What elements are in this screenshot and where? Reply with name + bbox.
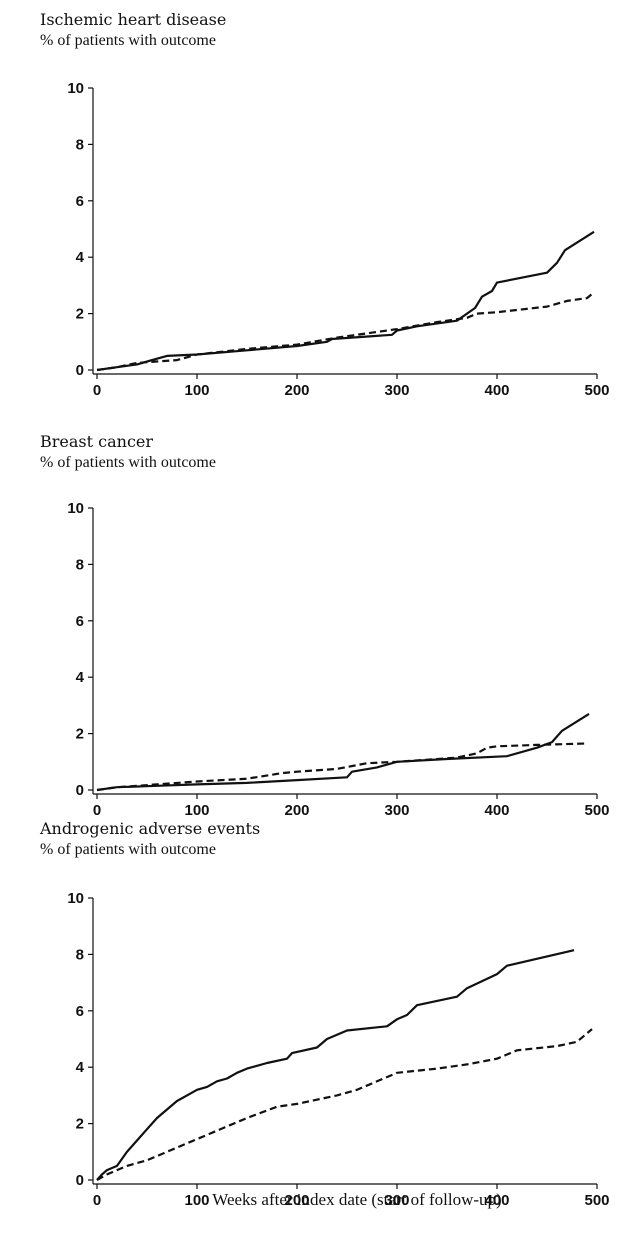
- x-tick-label: 500: [584, 1192, 609, 1209]
- panel-2-title: Breast cancer: [40, 432, 154, 451]
- x-tick-label: 200: [284, 382, 309, 399]
- y-tick-label: 10: [67, 890, 84, 907]
- y-tick-label: 4: [76, 1059, 85, 1076]
- y-tick-label: 0: [76, 362, 84, 379]
- x-tick-label: 300: [384, 802, 409, 819]
- y-tick-label: 6: [76, 193, 84, 210]
- y-tick-label: 8: [76, 136, 84, 153]
- panel-3-ylabel: % of patients with outcome: [40, 841, 216, 858]
- x-tick-label: 200: [284, 1192, 309, 1209]
- y-tick-label: 10: [67, 500, 84, 517]
- solid-series-line: [96, 712, 590, 792]
- x-tick-label: 0: [93, 382, 101, 399]
- y-tick-label: 10: [67, 80, 84, 97]
- x-tick-label: 100: [184, 1192, 209, 1209]
- y-tick-label: 0: [76, 1172, 84, 1189]
- y-tick-label: 6: [76, 613, 84, 630]
- x-tick-label: 0: [93, 1192, 101, 1209]
- x-tick-label: 300: [384, 1192, 409, 1209]
- y-tick-label: 8: [76, 556, 84, 573]
- x-axis-label: Weeks after index date (start of follow-…: [212, 1190, 502, 1209]
- x-tick-label: 500: [584, 382, 609, 399]
- x-tick-label: 100: [184, 802, 209, 819]
- dashed-series-line: [96, 1028, 593, 1181]
- panel-3-title: Androgenic adverse events: [40, 819, 261, 838]
- solid-series-line: [96, 949, 575, 1181]
- x-tick-label: 400: [484, 1192, 509, 1209]
- y-tick-label: 8: [76, 946, 84, 963]
- y-tick-label: 2: [76, 1116, 84, 1133]
- x-tick-label: 400: [484, 802, 509, 819]
- y-tick-label: 2: [76, 306, 84, 323]
- x-tick-label: 500: [584, 802, 609, 819]
- y-tick-label: 6: [76, 1003, 84, 1020]
- dashed-series-line: [96, 742, 588, 792]
- solid-series-line: [96, 230, 595, 372]
- panel-2-ylabel: % of patients with outcome: [40, 454, 216, 471]
- x-tick-label: 200: [284, 802, 309, 819]
- dashed-series-line: [96, 291, 595, 372]
- y-tick-label: 2: [76, 726, 84, 743]
- x-tick-label: 0: [93, 802, 101, 819]
- panel-1-title: Ischemic heart disease: [40, 10, 227, 29]
- y-tick-label: 4: [76, 249, 85, 266]
- x-tick-label: 400: [484, 382, 509, 399]
- x-tick-label: 300: [384, 382, 409, 399]
- panel-1-ylabel: % of patients with outcome: [40, 32, 216, 49]
- y-tick-label: 4: [76, 669, 85, 686]
- y-tick-label: 0: [76, 782, 84, 799]
- x-tick-label: 100: [184, 382, 209, 399]
